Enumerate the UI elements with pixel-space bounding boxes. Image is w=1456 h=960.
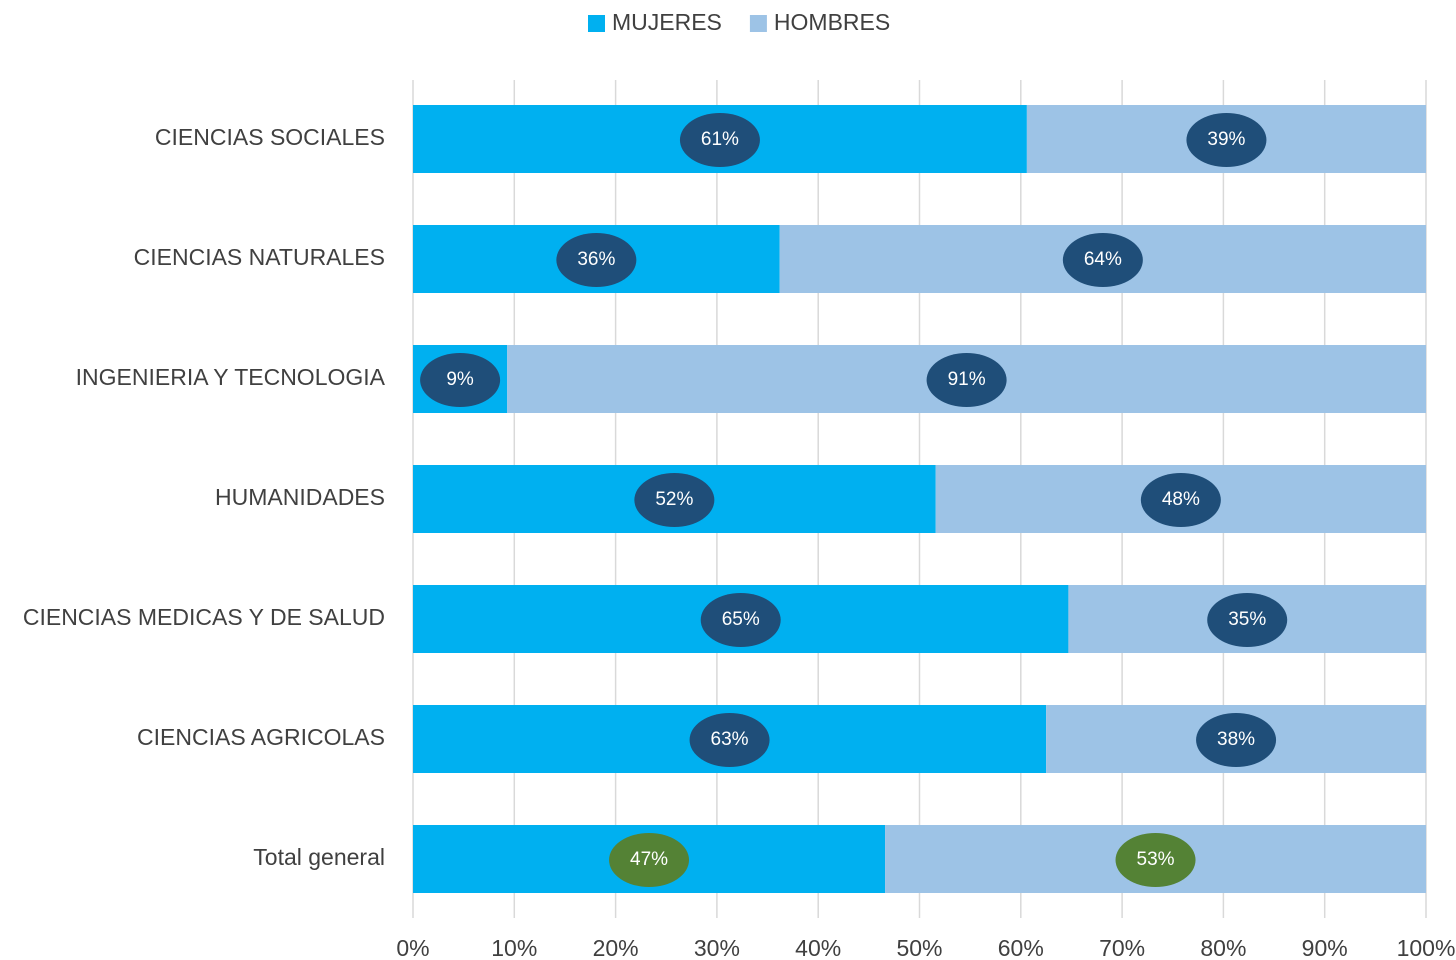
y-tick-label: CIENCIAS SOCIALES — [155, 124, 385, 150]
x-tick-label: 100% — [1397, 935, 1456, 960]
value-label: 35% — [1228, 609, 1266, 630]
value-label: 39% — [1207, 129, 1245, 150]
label-bubble — [634, 473, 715, 527]
y-tick-label: Total general — [253, 844, 385, 870]
x-tick-label: 10% — [491, 935, 537, 960]
value-label: 91% — [948, 369, 986, 390]
label-bubble — [1186, 113, 1267, 167]
label-bubble — [1115, 833, 1196, 887]
value-label: 36% — [577, 249, 615, 270]
value-label: 65% — [722, 609, 760, 630]
legend-swatch — [749, 15, 767, 32]
legend-label: MUJERES — [612, 9, 722, 35]
label-bubble — [700, 593, 781, 647]
value-label: 9% — [446, 369, 474, 390]
x-tick-label: 0% — [396, 935, 429, 960]
label-bubble — [1196, 713, 1277, 767]
value-label: 38% — [1217, 729, 1255, 750]
x-tick-label: 40% — [795, 935, 841, 960]
label-bubble — [1062, 233, 1143, 287]
legend-label: HOMBRES — [774, 9, 890, 35]
legend-swatch — [588, 15, 605, 32]
value-label: 64% — [1084, 249, 1122, 270]
value-label: 47% — [630, 849, 668, 870]
y-tick-label: INGENIERIA Y TECNOLOGIA — [76, 364, 386, 390]
x-tick-label: 90% — [1302, 935, 1348, 960]
y-tick-label: CIENCIAS NATURALES — [134, 244, 385, 270]
label-bubble — [1207, 593, 1288, 647]
x-tick-label: 20% — [593, 935, 639, 960]
x-tick-label: 60% — [998, 935, 1044, 960]
label-bubble — [1140, 473, 1221, 527]
y-tick-label: HUMANIDADES — [215, 484, 385, 510]
x-tick-label: 50% — [896, 935, 942, 960]
value-label: 48% — [1162, 489, 1200, 510]
label-bubble — [689, 713, 770, 767]
label-bubble — [556, 233, 637, 287]
x-tick-label: 80% — [1200, 935, 1246, 960]
x-tick-label: 70% — [1099, 935, 1145, 960]
x-tick-label: 30% — [694, 935, 740, 960]
value-label: 63% — [711, 729, 749, 750]
y-tick-label: CIENCIAS AGRICOLAS — [137, 724, 385, 750]
label-bubble — [609, 833, 690, 887]
label-bubble — [679, 113, 760, 167]
value-label: 53% — [1137, 849, 1175, 870]
label-bubble — [926, 353, 1007, 407]
value-label: 52% — [655, 489, 693, 510]
label-bubble — [420, 353, 501, 407]
value-label: 61% — [701, 129, 739, 150]
y-tick-label: CIENCIAS MEDICAS Y DE SALUD — [23, 604, 385, 630]
